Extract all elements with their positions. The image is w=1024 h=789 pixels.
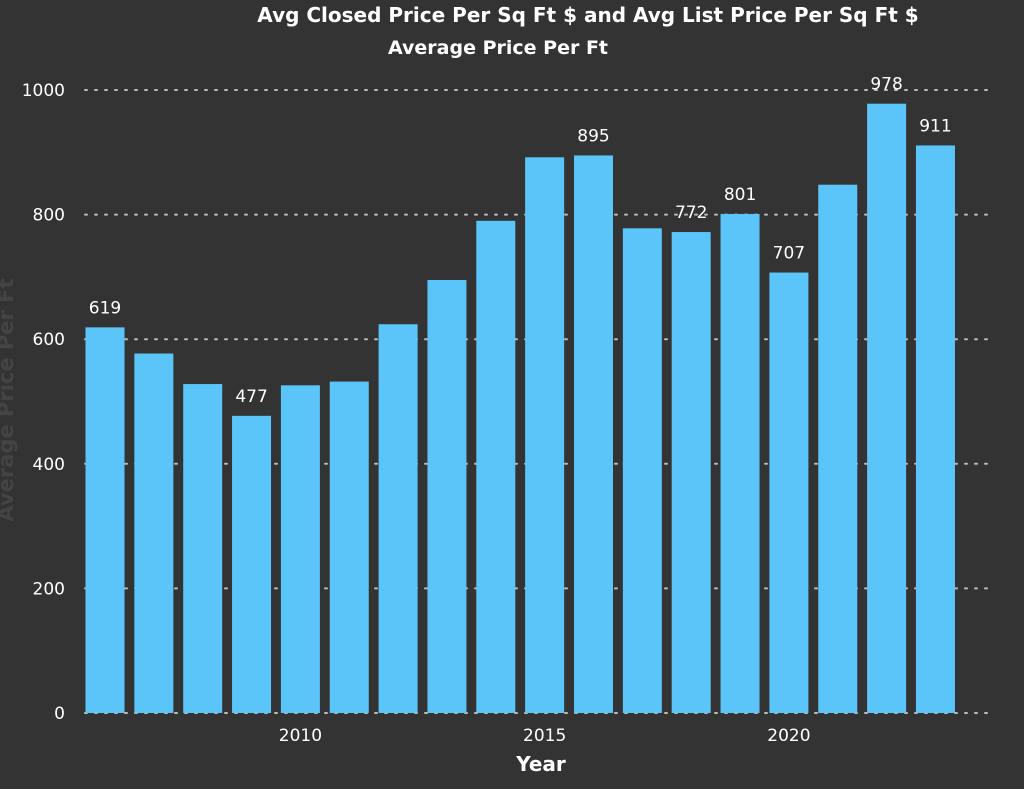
bar-2013 xyxy=(427,280,467,713)
x-axis-ticks: 2010 2015 2020 xyxy=(279,726,811,746)
y-tick-label: 0 xyxy=(54,704,65,724)
x-tick-label: 2015 xyxy=(523,726,566,746)
bar-2006 xyxy=(85,327,125,713)
data-label-2023: 911 xyxy=(919,116,951,136)
bar-2011 xyxy=(329,381,369,713)
data-label-2020: 707 xyxy=(773,244,805,264)
bar-2022 xyxy=(867,103,907,714)
y-tick-label: 400 xyxy=(33,455,65,475)
bar-2020 xyxy=(769,272,809,713)
y-axis-label: Average Price Per Ft xyxy=(0,278,18,521)
bar-2014 xyxy=(476,220,516,713)
x-tick-label: 2020 xyxy=(767,726,810,746)
data-label-2009: 477 xyxy=(235,387,267,407)
y-tick-label: 200 xyxy=(33,579,65,599)
y-tick-label: 1000 xyxy=(22,81,65,101)
bar-2015 xyxy=(525,157,565,713)
x-tick-label: 2010 xyxy=(279,726,322,746)
bar-2007 xyxy=(134,353,174,713)
data-label-2019: 801 xyxy=(724,185,756,205)
bar-2017 xyxy=(622,228,662,713)
bar-2016 xyxy=(574,155,613,714)
bar-2021 xyxy=(818,184,858,714)
bar-2019 xyxy=(720,213,760,714)
data-label-2016: 895 xyxy=(577,126,609,146)
bar-2009 xyxy=(232,415,272,713)
bars xyxy=(85,103,955,714)
data-label-2018: 772 xyxy=(675,203,707,223)
data-label-2022: 978 xyxy=(870,75,902,95)
chart-subtitle: Average Price Per Ft xyxy=(388,37,608,59)
y-axis-ticks: 0 200 400 600 800 1000 xyxy=(22,81,65,724)
bar-2018 xyxy=(671,232,711,713)
x-axis-label: Year xyxy=(515,752,566,776)
y-tick-label: 800 xyxy=(33,206,65,226)
bar-2010 xyxy=(280,385,320,713)
y-tick-label: 600 xyxy=(33,330,65,350)
data-label-2006: 619 xyxy=(89,298,121,318)
data-labels: 619 477 895 772 801 707 978 911 xyxy=(89,75,952,407)
chart-title: Avg Closed Price Per Sq Ft $ and Avg Lis… xyxy=(257,3,918,27)
bar-2012 xyxy=(378,324,418,713)
bar-2008 xyxy=(183,384,223,713)
bar-2023 xyxy=(915,145,955,713)
